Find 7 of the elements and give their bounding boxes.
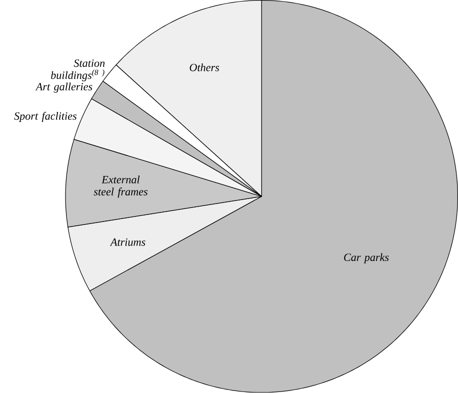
slice-label: Atriums (110, 238, 146, 246)
slice-label: Station buildings$^{(8 )}$ (51, 60, 105, 82)
slice-label: Car parks (344, 253, 389, 264)
slice-label: External steel frames (94, 176, 148, 198)
slice-label: Art galleries (35, 82, 92, 93)
slice-label: Sport faclities (14, 112, 76, 122)
slice-label: Others (190, 64, 220, 72)
